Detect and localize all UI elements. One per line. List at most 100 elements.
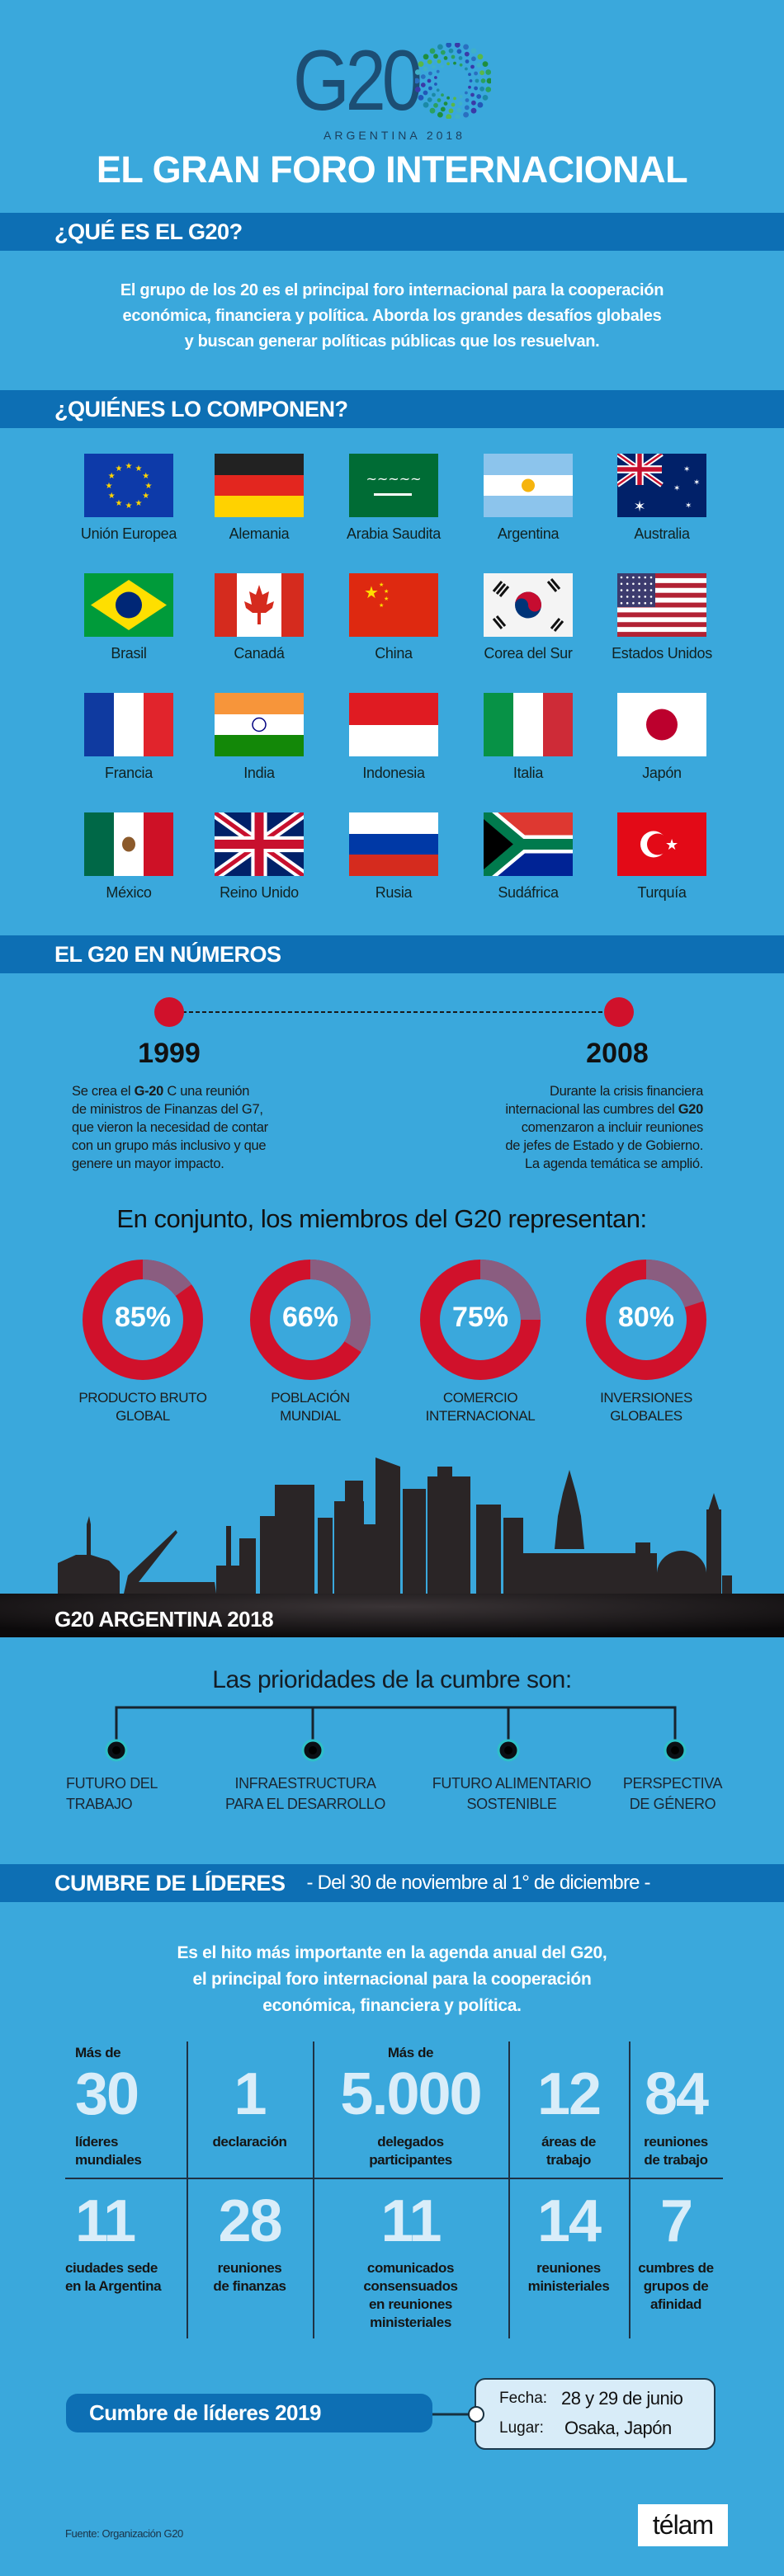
timeline-line: con un grupo más inclusivo y que bbox=[72, 1137, 268, 1155]
label-line: INVERSIONES bbox=[600, 1390, 692, 1406]
logo-text: G20 bbox=[293, 33, 423, 129]
label-line: de trabajo bbox=[644, 2152, 708, 2168]
svg-text:★: ★ bbox=[125, 462, 133, 471]
donut-value: 85% bbox=[114, 1302, 172, 1333]
svg-text:★: ★ bbox=[364, 584, 379, 602]
donut-remaining-arc bbox=[420, 1260, 541, 1380]
stat-label: reuniones ministeriales bbox=[508, 2259, 629, 2296]
member-name: Unión Europea bbox=[80, 525, 177, 542]
lugar-label: Lugar: bbox=[499, 2419, 544, 2437]
grid-divider bbox=[313, 2041, 314, 2338]
label-line: de finanzas bbox=[213, 2278, 286, 2294]
member-name: Indonesia bbox=[362, 765, 425, 781]
svg-text:★: ★ bbox=[116, 464, 123, 473]
label-line: GLOBALES bbox=[610, 1408, 682, 1424]
flag-ar-icon bbox=[484, 454, 573, 517]
logo-dot-ring-icon bbox=[415, 43, 491, 119]
stat-number: 84 bbox=[644, 2061, 709, 2127]
lugar-value: Osaka, Japón bbox=[564, 2418, 672, 2438]
member-name: Japón bbox=[642, 765, 682, 781]
g20-logo: G20 ARGENTINA 2018 bbox=[293, 38, 491, 150]
next-summit-details: Fecha: 28 y 29 de junio Lugar: Osaka, Ja… bbox=[475, 2378, 716, 2450]
label-line: mundiales bbox=[75, 2152, 142, 2168]
label-line: reuniones bbox=[644, 2134, 708, 2150]
text-line: El grupo de los 20 es el principal foro … bbox=[120, 281, 664, 299]
argentina-banner: G20 ARGENTINA 2018 bbox=[54, 1607, 274, 1632]
page-title: EL GRAN FORO INTERNACIONAL bbox=[96, 148, 688, 191]
flag-jp-icon bbox=[617, 693, 706, 756]
donut-label: COMERCIO INTERNACIONAL bbox=[406, 1389, 555, 1425]
stat-label: comunicados consensuados en reuniones minis… bbox=[313, 2259, 508, 2332]
svg-text:★: ★ bbox=[142, 472, 149, 481]
label-line: comunicados bbox=[366, 2260, 455, 2276]
donut-value: 75% bbox=[451, 1302, 509, 1333]
svg-text:✶: ✶ bbox=[693, 478, 700, 487]
section-heading: ¿QUIÉNES LO COMPONEN? bbox=[54, 396, 348, 421]
prioridades-heading: Las prioridades de la cumbre son: bbox=[212, 1666, 572, 1693]
flag-us-icon bbox=[617, 573, 706, 637]
donut-value: 66% bbox=[281, 1302, 339, 1333]
donut-chart bbox=[250, 1260, 371, 1380]
member-name: Italia bbox=[512, 765, 544, 781]
year-1999: 1999 bbox=[138, 1038, 201, 1069]
priority-line: PARA EL DESARROLLO bbox=[225, 1796, 385, 1812]
svg-text:~~~~~: ~~~~~ bbox=[366, 471, 421, 487]
flag-ru-icon bbox=[349, 812, 438, 876]
stat-number: 1 bbox=[234, 2061, 267, 2127]
donut-label: INVERSIONES GLOBALES bbox=[572, 1389, 720, 1425]
cumbre-paragraph: Es el hito más importante en la agenda a… bbox=[0, 1940, 784, 2019]
svg-text:★: ★ bbox=[106, 482, 113, 491]
year-2008: 2008 bbox=[586, 1038, 649, 1069]
flag-fr-icon bbox=[84, 693, 173, 756]
label-line: grupos de bbox=[643, 2278, 709, 2294]
stat-number: 7 bbox=[659, 2188, 693, 2254]
text: internacional las cumbres del bbox=[505, 1102, 678, 1117]
member-name: Francia bbox=[105, 765, 153, 781]
stat-number: 14 bbox=[536, 2188, 602, 2254]
label-line: delegados bbox=[377, 2134, 444, 2150]
stat-number: 12 bbox=[536, 2061, 602, 2127]
member-name: Turquía bbox=[637, 884, 687, 901]
stat-number: 11 bbox=[380, 2188, 442, 2254]
text: que vieron la necesidad de contar bbox=[72, 1120, 268, 1135]
donut-label: POBLACIÓN MUNDIAL bbox=[236, 1389, 385, 1425]
text: genere un mayor impacto. bbox=[72, 1156, 224, 1171]
timeline-line: de ministros de Finanzas del G7, bbox=[72, 1100, 268, 1118]
member-name: Canadá bbox=[234, 645, 285, 662]
svg-text:✶: ✶ bbox=[683, 465, 690, 474]
label-line: reuniones bbox=[217, 2260, 282, 2276]
timeline-dot-2008 bbox=[604, 997, 634, 1027]
stat-label: líderes mundiales bbox=[75, 2133, 142, 2169]
text: de jefes de Estado y de Gobierno. bbox=[505, 1138, 703, 1153]
que-es-paragraph: El grupo de los 20 es el principal foro … bbox=[0, 278, 784, 355]
label-line: consensuados bbox=[363, 2278, 458, 2294]
member-name: Argentina bbox=[497, 525, 560, 542]
brand-text: télam bbox=[652, 2510, 714, 2540]
text: Durante la crisis financiera bbox=[549, 1084, 703, 1099]
member-name: Australia bbox=[634, 525, 690, 542]
text-line: económica, financiera y política. bbox=[262, 1996, 522, 2015]
timeline-line: genere un mayor impacto. bbox=[72, 1155, 268, 1173]
flag-mx-icon bbox=[84, 812, 173, 876]
member-name: Reino Unido bbox=[220, 884, 299, 901]
timeline-text-2008: Durante la crisis financiera internaciona… bbox=[505, 1082, 703, 1173]
priority-item: FUTURO ALIMENTARIO SOSTENIBLE bbox=[413, 1773, 611, 1815]
svg-text:★: ★ bbox=[135, 464, 143, 473]
stat-label: declaración bbox=[187, 2133, 313, 2151]
source-note: Fuente: Organización G20 bbox=[65, 2527, 183, 2540]
donut-value: 80% bbox=[617, 1302, 675, 1333]
svg-text:✶: ✶ bbox=[685, 502, 692, 511]
label-line: POBLACIÓN bbox=[271, 1390, 350, 1406]
stat-label: reuniones de finanzas bbox=[187, 2259, 313, 2296]
donut-remaining-arc bbox=[586, 1260, 706, 1380]
skyline-illustration bbox=[0, 1458, 784, 1637]
svg-text:★: ★ bbox=[379, 602, 384, 609]
text: C una reunión bbox=[163, 1084, 250, 1099]
timeline-line: La agenda temática se amplió. bbox=[505, 1155, 703, 1173]
flag-za-icon bbox=[477, 805, 573, 883]
fecha-value: 28 y 29 de junio bbox=[561, 2388, 683, 2409]
stat-label: reuniones de trabajo bbox=[629, 2133, 723, 2169]
logo-subtitle: ARGENTINA 2018 bbox=[324, 129, 465, 142]
text: con un grupo más inclusivo y que bbox=[72, 1138, 267, 1153]
section-que-es: ¿QUÉ ES EL G20? bbox=[0, 213, 784, 251]
